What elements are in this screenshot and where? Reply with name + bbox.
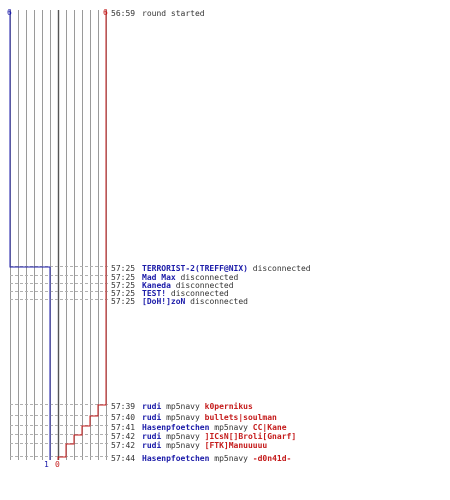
event-text: [DoH!]zoN disconnected <box>142 297 248 306</box>
event-text: TEST! disconnected <box>142 289 229 298</box>
event-text: rudi mp5navy [FTK]Manuuuuu <box>142 440 267 450</box>
event-segment-red: k0pernikus <box>205 401 253 411</box>
event-text: rudi mp5navy ]ICsN[]Broli[Gnarf] <box>142 431 296 441</box>
event-time: 57:39 <box>111 402 135 411</box>
event-segment-plain: mp5navy <box>161 441 204 450</box>
event-segment-plain: disconnected <box>176 273 239 282</box>
event-segment-plain: disconnected <box>166 289 229 298</box>
event-segment-plain: mp5navy <box>161 402 204 411</box>
event-time: 57:41 <box>111 423 135 432</box>
event-text: TERRORIST-2(TREFF@NIX) disconnected <box>142 264 311 273</box>
event-time: 57:25 <box>111 264 135 273</box>
event-segment-red: ]ICsN[]Broli[Gnarf] <box>205 431 297 441</box>
counter-red-start: 6 <box>103 8 108 17</box>
event-segment-red: CC|Kane <box>253 423 287 432</box>
event-segment-plain: disconnected <box>185 297 248 306</box>
team-lines <box>9 10 107 460</box>
event-text: round started <box>142 9 205 18</box>
event-segment-plain: mp5navy <box>209 454 252 463</box>
event-text: Mad Max disconnected <box>142 273 239 282</box>
event-segment-plain: mp5navy <box>161 413 204 422</box>
event-segment-blue: Hasenpfoetchen <box>142 454 210 463</box>
counter-red-end: 0 <box>55 460 60 469</box>
counter-blue-end: 1 <box>44 460 49 469</box>
event-segment-plain: round started <box>142 9 205 18</box>
event-text: rudi mp5navy k0pernikus <box>142 401 253 411</box>
event-time: 57:44 <box>111 454 135 463</box>
event-segment-blue: rudi <box>142 440 161 450</box>
event-time: 57:42 <box>111 441 135 450</box>
event-segment-blue: rudi <box>142 401 161 411</box>
event-segment-blue: TEST! <box>142 289 166 298</box>
team-counters: 6 6 1 0 <box>7 8 108 469</box>
event-time: 56:59 <box>111 9 135 18</box>
event-time: 57:40 <box>111 413 135 422</box>
event-log: 56:59 round started 57:25 TERRORIST-2(TREFF… <box>111 9 311 463</box>
series-line-ct <box>9 10 51 460</box>
event-segment-red: bullets|soulman <box>205 413 277 422</box>
event-time: 57:25 <box>111 273 135 282</box>
event-text: Kaneda disconnected <box>142 281 234 290</box>
event-time: 57:25 <box>111 297 135 306</box>
event-text: Hasenpfoetchen mp5navy CC|Kane <box>142 423 287 432</box>
event-time: 57:25 <box>111 289 135 298</box>
event-time: 57:42 <box>111 432 135 441</box>
event-segment-blue: [DoH!]zoN <box>142 297 186 306</box>
event-text: Hasenpfoetchen mp5navy -d0n41d- <box>142 454 291 463</box>
series-line-t <box>57 10 107 460</box>
counter-blue-start: 6 <box>7 8 12 17</box>
event-segment-blue: rudi <box>142 412 161 422</box>
event-segment-blue: rudi <box>142 431 161 441</box>
event-text: rudi mp5navy bullets|soulman <box>142 412 277 422</box>
event-time: 57:25 <box>111 281 135 290</box>
event-segment-blue: TERRORIST-2(TREFF@NIX) <box>142 264 248 273</box>
event-segment-blue: Hasenpfoetchen <box>142 423 210 432</box>
event-segment-red: -d0n41d- <box>253 454 292 463</box>
event-segment-plain: disconnected <box>171 281 234 290</box>
event-segment-plain: mp5navy <box>161 432 204 441</box>
event-segment-blue: Kaneda <box>142 281 171 290</box>
lane-grid <box>10 10 107 460</box>
event-segment-red: [FTK]Manuuuuu <box>205 441 268 450</box>
event-connectors <box>10 266 109 457</box>
event-segment-plain: disconnected <box>248 264 311 273</box>
event-segment-plain: mp5navy <box>209 423 252 432</box>
event-segment-blue: Mad Max <box>142 273 176 282</box>
